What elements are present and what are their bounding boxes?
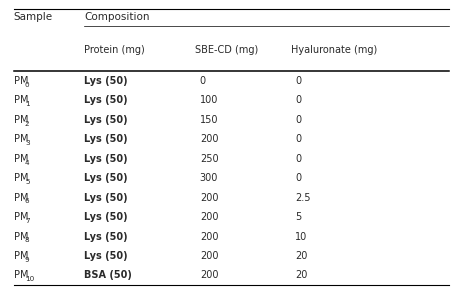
Text: Lys (50): Lys (50) — [84, 95, 128, 105]
Text: Lys (50): Lys (50) — [84, 115, 128, 125]
Text: Lys (50): Lys (50) — [84, 134, 128, 144]
Text: 200: 200 — [200, 251, 218, 261]
Text: 20: 20 — [295, 251, 307, 261]
Text: 6: 6 — [25, 198, 30, 205]
Text: 2: 2 — [25, 121, 30, 127]
Text: Sample: Sample — [14, 12, 53, 22]
Text: PM: PM — [14, 76, 28, 86]
Text: SBE-CD (mg): SBE-CD (mg) — [195, 45, 258, 54]
Text: 0: 0 — [25, 82, 30, 88]
Text: 0: 0 — [295, 76, 301, 86]
Text: Hyaluronate (mg): Hyaluronate (mg) — [291, 45, 377, 54]
Text: 8: 8 — [25, 237, 30, 243]
Text: 0: 0 — [295, 95, 301, 105]
Text: 200: 200 — [200, 232, 218, 242]
Text: 2.5: 2.5 — [295, 193, 311, 203]
Text: Lys (50): Lys (50) — [84, 212, 128, 222]
Text: BSA (50): BSA (50) — [84, 270, 132, 281]
Text: 5: 5 — [25, 179, 30, 185]
Text: 200: 200 — [200, 270, 218, 281]
Text: Lys (50): Lys (50) — [84, 173, 128, 183]
Text: 0: 0 — [295, 115, 301, 125]
Text: 100: 100 — [200, 95, 218, 105]
Text: 3: 3 — [25, 140, 30, 146]
Text: Lys (50): Lys (50) — [84, 154, 128, 164]
Text: 200: 200 — [200, 212, 218, 222]
Text: PM: PM — [14, 193, 28, 203]
Text: Lys (50): Lys (50) — [84, 251, 128, 261]
Text: PM: PM — [14, 154, 28, 164]
Text: PM: PM — [14, 134, 28, 144]
Text: 200: 200 — [200, 134, 218, 144]
Text: 0: 0 — [295, 173, 301, 183]
Text: 150: 150 — [200, 115, 218, 125]
Text: 200: 200 — [200, 193, 218, 203]
Text: PM: PM — [14, 251, 28, 261]
Text: 0: 0 — [200, 76, 206, 86]
Text: 7: 7 — [25, 218, 30, 224]
Text: 4: 4 — [25, 159, 30, 166]
Text: Composition: Composition — [84, 12, 149, 22]
Text: 300: 300 — [200, 173, 218, 183]
Text: PM: PM — [14, 115, 28, 125]
Text: PM: PM — [14, 95, 28, 105]
Text: 0: 0 — [295, 154, 301, 164]
Text: 1: 1 — [25, 101, 30, 107]
Text: 20: 20 — [295, 270, 307, 281]
Text: PM: PM — [14, 173, 28, 183]
Text: 250: 250 — [200, 154, 218, 164]
Text: 9: 9 — [25, 257, 30, 263]
Text: 5: 5 — [295, 212, 301, 222]
Text: Lys (50): Lys (50) — [84, 232, 128, 242]
Text: PM: PM — [14, 270, 28, 281]
Text: Lys (50): Lys (50) — [84, 76, 128, 86]
Text: Lys (50): Lys (50) — [84, 193, 128, 203]
Text: 0: 0 — [295, 134, 301, 144]
Text: PM: PM — [14, 212, 28, 222]
Text: Protein (mg): Protein (mg) — [84, 45, 145, 54]
Text: 10: 10 — [25, 276, 34, 282]
Text: PM: PM — [14, 232, 28, 242]
Text: 10: 10 — [295, 232, 307, 242]
